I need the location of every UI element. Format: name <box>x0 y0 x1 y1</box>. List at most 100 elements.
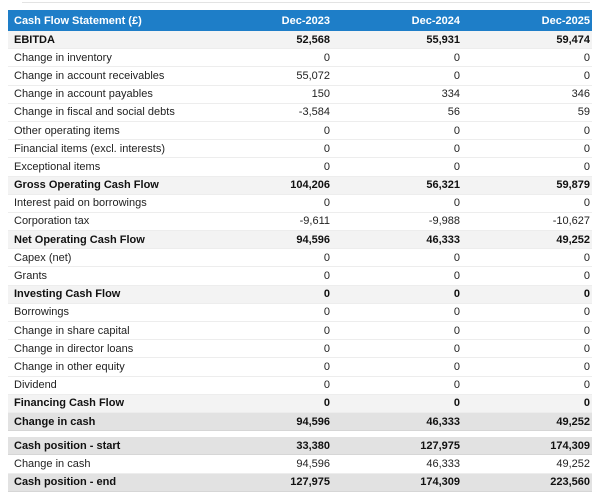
cell-value: 0 <box>323 251 330 264</box>
cell-value: 56,321 <box>426 179 460 192</box>
cell-value: 0 <box>453 324 460 337</box>
row-label: Capex (net) <box>14 251 72 264</box>
cell-value: 0 <box>453 270 460 283</box>
table-row: Change in share capital 0 0 0 <box>8 322 592 341</box>
row-label: Change in cash <box>14 415 96 428</box>
cell-value: 0 <box>583 379 590 392</box>
row-label: Other operating items <box>14 124 120 137</box>
cell-value: 0 <box>583 251 590 264</box>
cell-value: 0 <box>323 51 330 64</box>
row-label: EBITDA <box>14 33 55 46</box>
table-row: Net Operating Cash Flow 94,596 46,333 49,25… <box>8 231 592 250</box>
cell-value: -9,611 <box>299 215 330 228</box>
cell-value: 0 <box>323 270 330 283</box>
row-label: Change in director loans <box>14 342 134 355</box>
table-row: Borrowings 0 0 0 <box>8 303 592 322</box>
cell-value: 49,252 <box>556 415 590 428</box>
column-header-dec-2025: Dec-2025 <box>541 14 590 27</box>
cell-value: 94,596 <box>296 415 330 428</box>
table-row: Investing Cash Flow 0 0 0 <box>8 285 592 304</box>
table-body: EBITDA 52,568 55,931 59,474 Change in invent… <box>8 31 592 492</box>
cell-value: 223,560 <box>550 476 590 489</box>
table-row: Change in cash 94,596 46,333 49,252 <box>8 412 592 432</box>
cell-value: 0 <box>323 197 330 210</box>
table-row: Grants 0 0 0 <box>8 267 592 286</box>
row-label: Financial items (excl. interests) <box>14 142 165 155</box>
cell-value: 33,380 <box>296 439 330 452</box>
table-row: Capex (net) 0 0 0 <box>8 249 592 268</box>
table-row: Change in account receivables 55,072 0 0 <box>8 67 592 86</box>
cash-flow-statement-table: Cash Flow Statement (£) Dec-2023 Dec-202… <box>8 10 592 492</box>
row-label: Net Operating Cash Flow <box>14 233 145 246</box>
row-label: Change in inventory <box>14 51 112 64</box>
row-label: Change in other equity <box>14 360 125 373</box>
cell-value: 94,596 <box>296 233 330 246</box>
cell-value: 0 <box>453 124 460 137</box>
row-label: Change in cash <box>14 457 91 470</box>
cell-value: 0 <box>583 160 590 173</box>
cell-value: 127,975 <box>290 476 330 489</box>
row-label: Gross Operating Cash Flow <box>14 179 159 192</box>
column-header-dec-2023: Dec-2023 <box>281 14 330 27</box>
row-label: Borrowings <box>14 306 70 319</box>
row-label: Cash position - end <box>14 476 117 489</box>
cell-value: 0 <box>323 306 330 319</box>
cell-value: 0 <box>583 397 590 410</box>
cell-value: 0 <box>453 360 460 373</box>
row-label: Cash position - start <box>14 439 121 452</box>
cell-value: 0 <box>583 270 590 283</box>
row-label: Change in account payables <box>14 88 153 101</box>
table-title: Cash Flow Statement (£) <box>14 14 142 27</box>
cell-value: -9,988 <box>428 215 460 228</box>
table-row: Change in fiscal and social debts -3,584 5… <box>8 103 592 122</box>
section-gap <box>8 431 592 438</box>
row-label: Dividend <box>14 379 57 392</box>
cell-value: 46,333 <box>426 457 460 470</box>
row-label: Change in account receivables <box>14 69 165 82</box>
row-label: Investing Cash Flow <box>14 288 121 301</box>
cell-value: 0 <box>453 142 460 155</box>
cell-value: 0 <box>453 51 460 64</box>
table-row: Cash position - end 127,975 174,309 223,560 <box>8 473 592 492</box>
row-label: Interest paid on borrowings <box>14 197 147 210</box>
cell-value: 49,252 <box>556 233 590 246</box>
cell-value: 55,072 <box>296 69 330 82</box>
cell-value: 0 <box>583 51 590 64</box>
cell-value: 0 <box>453 397 460 410</box>
row-label: Exceptional items <box>14 160 101 173</box>
cell-value: 49,252 <box>556 457 590 470</box>
cell-value: 0 <box>323 124 330 137</box>
cell-value: 334 <box>441 88 460 101</box>
cell-value: 0 <box>453 379 460 392</box>
cell-value: 0 <box>323 288 330 301</box>
cell-value: 0 <box>583 124 590 137</box>
cell-value: 0 <box>583 306 590 319</box>
cell-value: 0 <box>583 197 590 210</box>
cell-value: 59,474 <box>556 33 590 46</box>
table-row: Corporation tax -9,611 -9,988 -10,627 <box>8 212 592 232</box>
cell-value: 0 <box>583 360 590 373</box>
cell-value: 59 <box>577 106 590 119</box>
cell-value: 59,879 <box>556 179 590 192</box>
cell-value: 346 <box>571 88 590 101</box>
cell-value: -3,584 <box>298 106 330 119</box>
cell-value: 52,568 <box>296 33 330 46</box>
cell-value: 0 <box>323 342 330 355</box>
cell-value: 0 <box>323 379 330 392</box>
row-label: Change in share capital <box>14 324 130 337</box>
cell-value: 94,596 <box>296 457 330 470</box>
cell-value: 0 <box>583 142 590 155</box>
table-row: Interest paid on borrowings 0 0 0 <box>8 194 592 213</box>
cell-value: 0 <box>323 160 330 173</box>
cell-value: 0 <box>453 306 460 319</box>
table-row: Financial items (excl. interests) 0 0 0 <box>8 140 592 159</box>
cell-value: -10,627 <box>552 215 590 228</box>
cell-value: 0 <box>583 69 590 82</box>
cell-value: 46,333 <box>426 415 460 428</box>
table-header-row: Cash Flow Statement (£) Dec-2023 Dec-202… <box>8 10 592 31</box>
cell-value: 0 <box>323 397 330 410</box>
cell-value: 0 <box>453 342 460 355</box>
cell-value: 150 <box>311 88 330 101</box>
table-row: Cash position - start 33,380 127,975 174,30… <box>8 437 592 456</box>
table-row: Change in director loans 0 0 0 <box>8 340 592 359</box>
